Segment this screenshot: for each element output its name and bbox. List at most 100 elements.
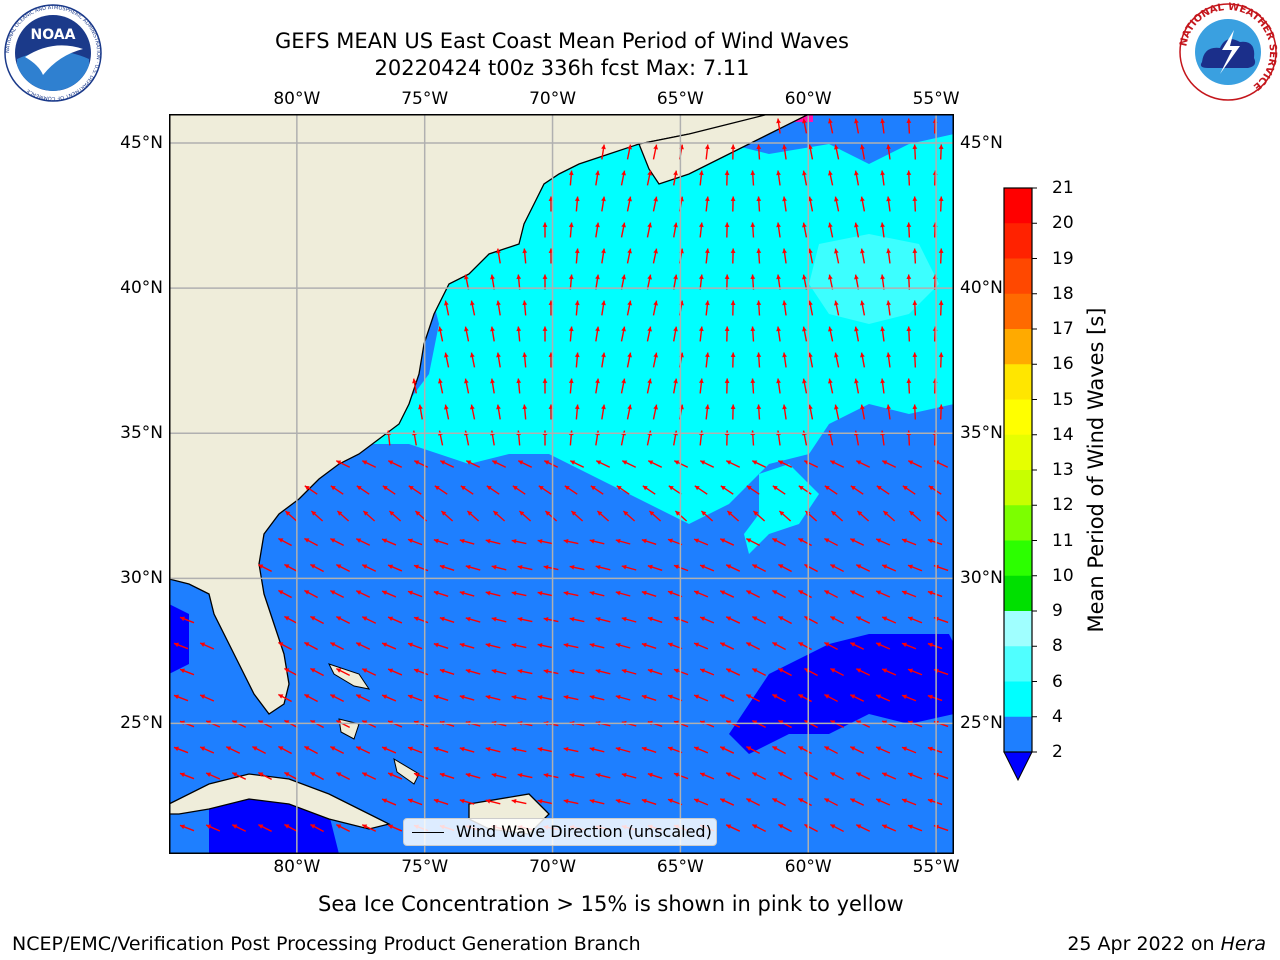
wind-wave-arrowhead xyxy=(653,404,658,410)
wind-wave-arrowhead xyxy=(284,720,290,725)
wind-wave-arrowhead xyxy=(902,746,907,752)
wind-wave-arrowhead xyxy=(621,772,627,778)
wind-wave-arrowhead xyxy=(621,326,626,332)
wind-wave-arrowhead xyxy=(673,222,678,228)
wind-wave-arrowhead xyxy=(802,274,807,280)
wind-wave-arrowhead xyxy=(569,772,575,778)
wind-wave-arrowhead xyxy=(388,564,394,569)
wind-wave-arrowhead xyxy=(798,485,804,491)
wind-wave-arrowhead xyxy=(511,746,517,752)
wind-wave-arrowhead xyxy=(563,538,569,544)
wind-wave-arrowhead xyxy=(824,798,830,803)
colorbar-tick-label: 8 xyxy=(1052,636,1063,657)
wind-wave-arrowhead xyxy=(834,352,839,358)
wind-wave-arrowhead xyxy=(615,694,621,700)
wind-wave-arrowhead xyxy=(627,196,632,202)
wind-wave-arrowhead xyxy=(886,196,891,202)
wind-wave-arrowhead xyxy=(647,668,653,674)
wind-wave-arrowhead xyxy=(304,642,310,647)
wind-wave-arrowhead xyxy=(673,274,678,280)
wind-wave-arrowhead xyxy=(464,378,469,384)
wind-wave-arrowhead xyxy=(906,222,912,228)
wind-wave-arrowhead xyxy=(876,798,882,803)
wind-wave-arrowhead xyxy=(589,746,595,752)
wind-wave-arrowhead xyxy=(433,694,439,700)
wind-wave-arrowhead xyxy=(601,144,606,150)
colorbar-tick-label: 18 xyxy=(1052,283,1074,304)
wind-wave-arrowhead xyxy=(772,798,778,803)
date-text: 25 Apr 2022 on Hera xyxy=(1067,932,1266,956)
wind-wave-arrowhead xyxy=(938,404,944,409)
wind-wave-arrowhead xyxy=(589,694,595,700)
wind-wave-arrowhead xyxy=(756,196,762,202)
wind-wave-arrowhead xyxy=(522,404,528,410)
wind-wave-arrowhead xyxy=(407,694,413,700)
wind-wave-arrowhead xyxy=(362,668,368,673)
wind-wave-arrowhead xyxy=(518,460,524,465)
wind-wave-arrowhead xyxy=(621,564,627,570)
wind-wave-arrowhead xyxy=(647,616,653,622)
wind-wave-arrowhead xyxy=(337,511,343,516)
wind-wave-arrowhead xyxy=(746,694,752,699)
wind-wave-arrowhead xyxy=(284,772,290,777)
wind-wave-arrowhead xyxy=(653,300,658,306)
wind-wave-arrowhead xyxy=(407,746,413,752)
lat-tick-label-right: 25°N xyxy=(960,713,1003,734)
date-label: 25 Apr 2022 on xyxy=(1067,933,1215,955)
wind-wave-arrowhead xyxy=(647,222,652,228)
wind-wave-arrowhead xyxy=(700,460,706,465)
wind-wave-arrowhead xyxy=(798,694,804,699)
wind-wave-arrowhead xyxy=(906,118,912,124)
wind-wave-arrowhead xyxy=(486,485,492,491)
wind-wave-arrowhead xyxy=(601,248,606,254)
wind-wave-arrowhead xyxy=(834,196,839,202)
lat-tick-label-left: 35°N xyxy=(120,423,163,444)
wind-wave-arrowhead xyxy=(258,824,264,829)
wind-wave-arrowhead xyxy=(824,538,830,543)
wind-wave-arrowhead xyxy=(908,564,913,570)
wind-wave-arrowhead xyxy=(726,824,732,829)
wind-wave-arrowhead xyxy=(830,720,836,725)
wind-wave-arrowhead xyxy=(938,144,944,149)
wind-wave-arrowhead xyxy=(694,485,700,491)
colorbar-band xyxy=(1004,188,1032,224)
colorbar-band xyxy=(1004,611,1032,647)
wind-wave-arrowhead xyxy=(542,378,548,383)
lon-tick-label-bot: 70°W xyxy=(529,857,577,877)
lon-tick-label-bot: 65°W xyxy=(656,857,704,877)
wind-wave-arrowhead xyxy=(388,668,394,673)
lon-tick-label-bot: 80°W xyxy=(273,857,321,877)
wind-wave-arrowhead xyxy=(304,746,310,751)
credit-text: NCEP/EMC/Verification Post Processing Pr… xyxy=(12,933,641,955)
wind-wave-arrowhead xyxy=(808,404,813,410)
wind-wave-arrowhead xyxy=(465,668,471,674)
wind-wave-arrowhead xyxy=(778,616,784,621)
wind-wave-arrowhead xyxy=(278,642,284,647)
wind-wave-arrowhead xyxy=(694,746,700,751)
wind-wave-arrowhead xyxy=(433,642,439,648)
wind-wave-arrowhead xyxy=(278,538,284,543)
wind-wave-arrowhead xyxy=(616,485,622,491)
wind-wave-arrowhead xyxy=(830,460,836,465)
wind-wave-arrowhead xyxy=(752,720,758,725)
wind-wave-arrowhead xyxy=(776,274,781,280)
wind-wave-arrowhead xyxy=(563,642,569,648)
wind-wave-arrowhead xyxy=(330,590,336,595)
wind-wave-arrowhead xyxy=(284,616,290,621)
wind-wave-arrowhead xyxy=(776,378,781,384)
wind-wave-arrowhead xyxy=(928,485,934,491)
wind-wave-arrowhead xyxy=(824,694,830,699)
wind-wave-arrowhead xyxy=(647,274,652,280)
wind-wave-arrowhead xyxy=(886,404,891,410)
wind-wave-arrowhead xyxy=(568,170,574,176)
colorbar-tick-label: 19 xyxy=(1052,248,1074,269)
lon-tick-label-top: 70°W xyxy=(529,89,577,109)
wind-wave-arrowhead xyxy=(511,694,517,700)
wind-wave-arrowhead xyxy=(880,118,885,124)
lat-tick-label-left: 30°N xyxy=(120,568,163,589)
wind-wave-arrowhead xyxy=(776,222,781,228)
wind-wave-arrowhead xyxy=(886,248,891,254)
wind-wave-arrowhead xyxy=(647,326,652,332)
wind-wave-arrowhead xyxy=(485,746,491,752)
wind-wave-arrowhead xyxy=(601,196,606,202)
